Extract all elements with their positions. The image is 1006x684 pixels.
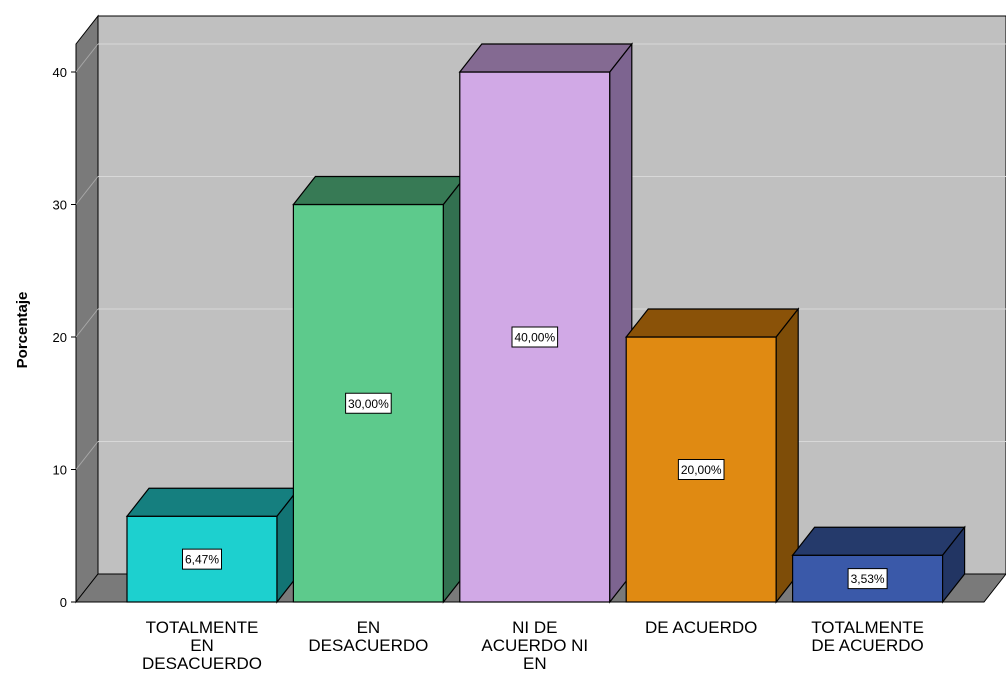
gridline-side [75,176,99,205]
data-label: 30,00% [348,397,389,411]
bar-top [791,526,966,556]
data-label: 3,53% [851,572,885,586]
bar-side [941,525,966,604]
category-label: ACUERDO NI [481,636,588,655]
category-label: DESACUERDO [142,654,262,673]
gridline-side [75,308,99,338]
y-axis-ticks: 0 10 20 30 40 [53,65,76,610]
data-label: 40,00% [514,331,555,345]
category-label: NI DE [512,618,557,637]
data-label-box [847,568,888,590]
category-label: TOTALMENTE [811,618,924,637]
bar-top [292,175,467,206]
category-label: EN [523,654,547,673]
data-label-box [182,548,222,570]
data-label: 20,00% [681,463,722,477]
data-label: 6,47% [185,553,219,567]
bar-2: 40,00% [458,42,634,604]
bar-top [458,43,634,73]
category-label: TOTALMENTE [146,618,259,637]
y-tick-label: 0 [60,595,67,610]
side-wall [75,14,99,604]
bars: 6,47% 30,00% 40,00% 20,00% 3,53% [125,42,966,604]
data-label-box [511,326,559,348]
y-tick-label: 20 [53,330,67,345]
y-tick-label: 10 [53,463,67,478]
y-tick-label: 30 [53,198,67,213]
bar-top [125,487,301,517]
bar-4: 3,53% [791,525,966,604]
category-label: DESACUERDO [308,636,428,655]
bar-3: 20,00% [624,307,800,604]
y-axis-title: Porcentaje [14,292,31,369]
gridline-side [75,43,99,73]
category-label: DE ACUERDO [645,618,757,637]
bar-1: 30,00% [292,174,467,604]
bar-0: 6,47% [125,486,301,604]
category-label: EN [357,618,381,637]
bar-top [624,308,800,338]
category-label: DE ACUERDO [811,636,923,655]
y-tick-label: 40 [53,65,67,80]
category-label: EN [190,636,214,655]
gridline-side [75,441,99,470]
data-label-box [677,459,725,480]
data-label-box [345,392,392,414]
